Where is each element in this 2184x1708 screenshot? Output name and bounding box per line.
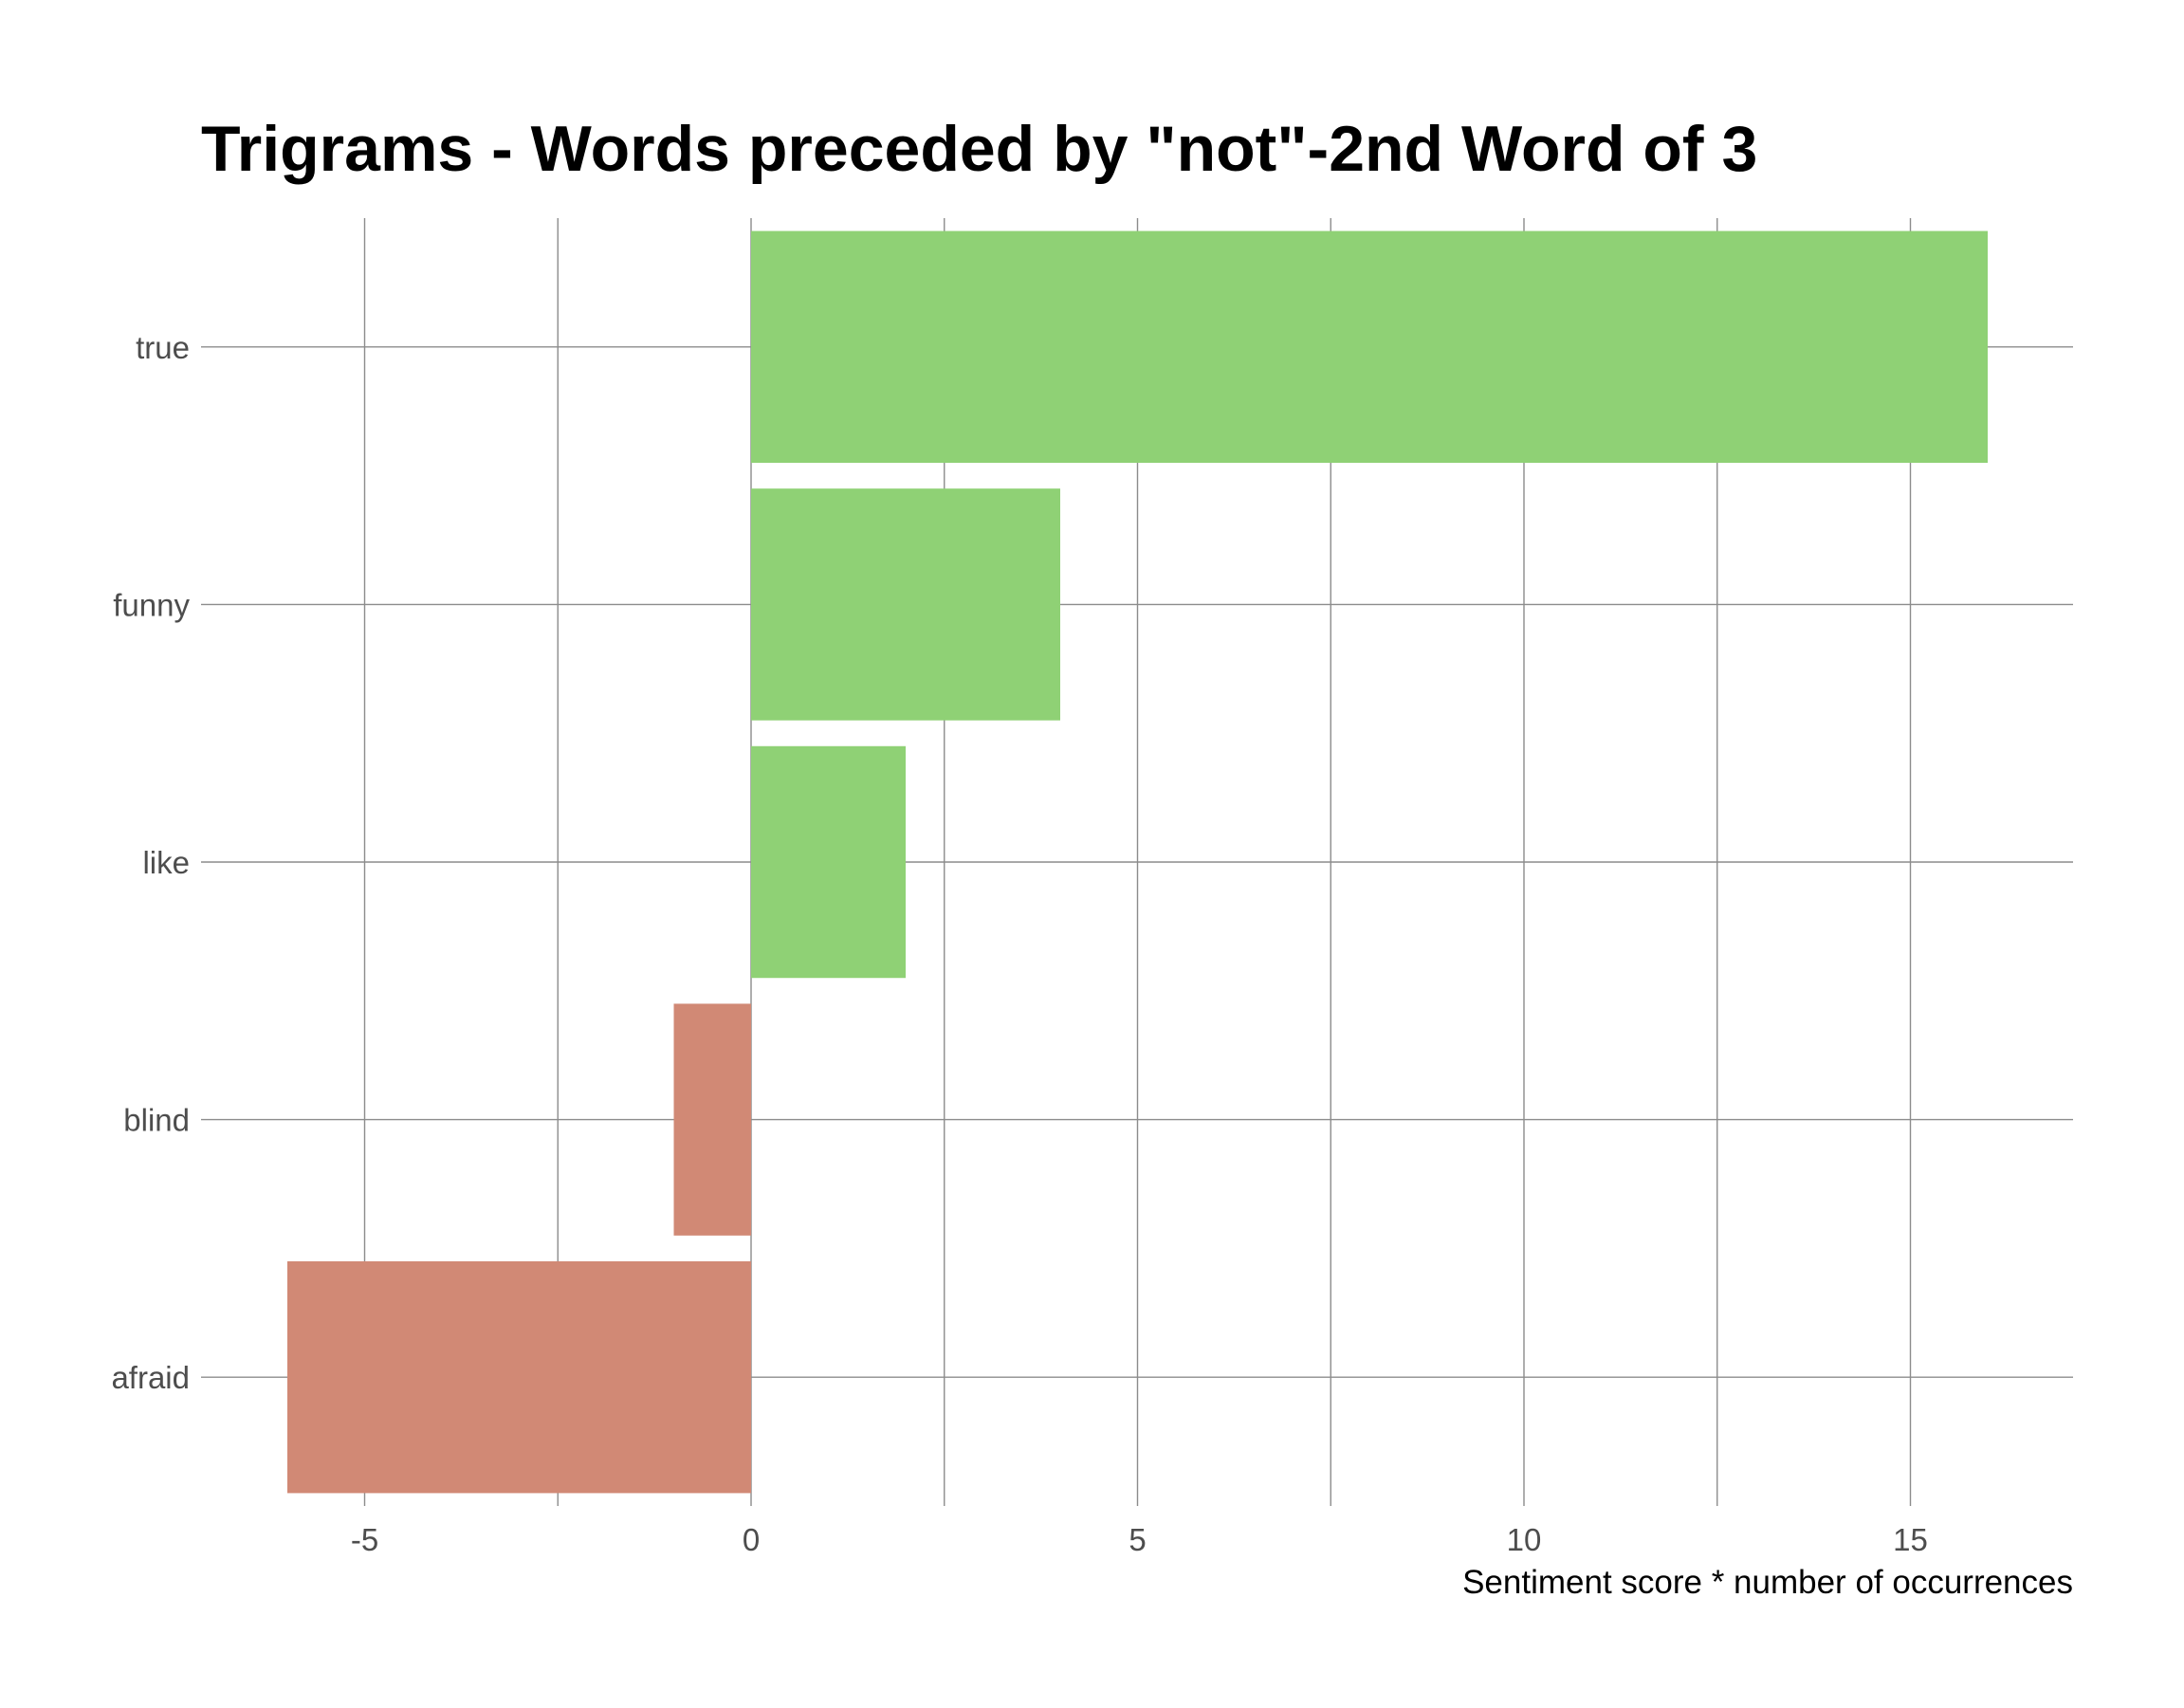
x-tick-label: 15	[1893, 1522, 1928, 1557]
y-tick-label-true: true	[136, 330, 190, 365]
bar-afraid	[287, 1260, 751, 1494]
y-axis-tick-labels: true funny like blind afraid	[111, 330, 190, 1395]
x-axis-tick-labels: -5 0 5 10 15	[351, 1522, 1928, 1557]
x-tick-label: 0	[743, 1522, 760, 1557]
bar-like	[751, 745, 906, 979]
x-tick-label: 5	[1129, 1522, 1146, 1557]
bar-blind	[673, 1003, 751, 1236]
y-tick-label-blind: blind	[123, 1103, 190, 1138]
bar-true	[751, 230, 1988, 464]
x-tick-label: 10	[1507, 1522, 1542, 1557]
chart-title: Trigrams - Words preceded by "not"-2nd W…	[201, 113, 1757, 185]
y-tick-label-afraid: afraid	[111, 1360, 190, 1395]
y-tick-label-funny: funny	[113, 587, 190, 622]
x-axis-title: Sentiment score * number of occurrences	[1462, 1564, 2073, 1601]
bar-funny	[751, 488, 1060, 721]
y-tick-label-like: like	[142, 845, 190, 880]
bars	[287, 230, 1988, 1494]
x-tick-label: -5	[351, 1522, 378, 1557]
